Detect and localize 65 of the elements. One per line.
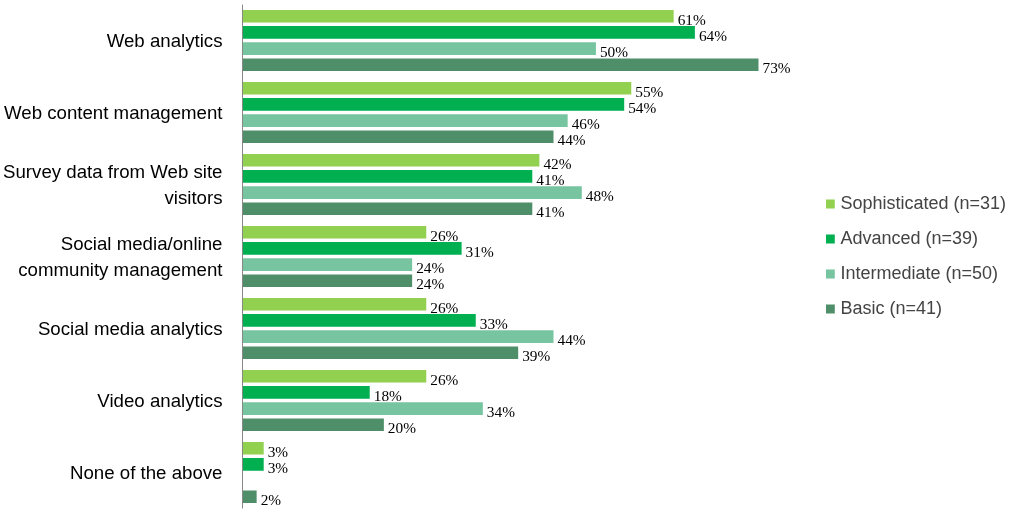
data-label: 41% <box>536 170 565 188</box>
bar <box>242 402 483 415</box>
data-label: 34% <box>486 403 516 421</box>
data-label: 24% <box>416 259 445 277</box>
legend-label: Advanced (n=39) <box>840 228 978 249</box>
bar <box>242 274 413 288</box>
data-label: 26% <box>430 298 459 316</box>
bar <box>242 418 384 432</box>
bar <box>242 297 427 311</box>
data-label: 42% <box>543 154 572 172</box>
y-tick-label: Social media/online community management <box>18 233 224 280</box>
data-label: 54% <box>628 98 657 116</box>
y-tick-label: Survey data from Web site visitors <box>3 161 223 208</box>
bar <box>242 314 476 327</box>
bar <box>242 202 533 216</box>
bar <box>242 369 427 383</box>
data-label: 50% <box>599 43 629 61</box>
bar <box>242 242 462 255</box>
data-label: 39% <box>522 347 551 365</box>
bar <box>242 441 264 455</box>
bar <box>242 26 695 39</box>
bar <box>242 346 519 360</box>
bar <box>242 58 759 72</box>
data-label: 18% <box>373 386 403 404</box>
legend-label: Basic (n=41) <box>840 298 942 319</box>
legend-label: Sophisticated (n=31) <box>840 193 1006 214</box>
data-label: 33% <box>479 314 509 332</box>
bar <box>242 130 554 144</box>
bar <box>242 81 632 95</box>
bar <box>242 170 533 183</box>
data-label: 61% <box>677 10 707 28</box>
y-tick-label: Web analytics <box>106 30 223 51</box>
data-label: 55% <box>635 82 664 100</box>
bar <box>242 98 625 111</box>
data-label: 48% <box>585 187 615 205</box>
data-label: 3% <box>267 458 289 476</box>
data-label: 26% <box>430 370 459 388</box>
data-label: 41% <box>536 203 565 221</box>
bar <box>242 386 370 399</box>
bar <box>242 225 427 239</box>
data-label: 73% <box>762 59 791 77</box>
bar <box>242 42 596 55</box>
data-label: 20% <box>387 419 417 437</box>
data-label: 3% <box>267 442 289 460</box>
bar <box>242 330 554 343</box>
y-tick-label: Video analytics <box>97 390 223 411</box>
data-label: 26% <box>430 226 459 244</box>
data-label: 2% <box>260 491 282 509</box>
bar <box>242 186 582 199</box>
bar <box>242 114 568 127</box>
data-label: 31% <box>465 242 494 260</box>
bar <box>242 458 264 471</box>
y-tick-label: Web content management <box>4 102 224 123</box>
data-label: 24% <box>416 275 445 293</box>
bar <box>242 153 540 167</box>
data-label: 44% <box>557 331 586 349</box>
y-tick-label: Social media analytics <box>37 318 223 339</box>
bar <box>242 9 674 23</box>
data-label: 44% <box>557 131 586 149</box>
bar <box>242 490 257 504</box>
bar <box>242 258 413 271</box>
y-tick-label: None of the above <box>70 462 223 483</box>
legend-label: Intermediate (n=50) <box>840 263 998 284</box>
data-label: 46% <box>571 115 600 133</box>
data-label: 64% <box>698 26 728 44</box>
